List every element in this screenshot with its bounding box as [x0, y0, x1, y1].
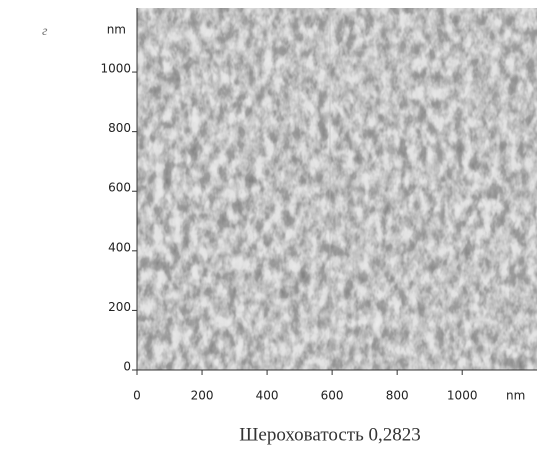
x-tick-label: 0: [133, 389, 141, 403]
x-tick-label: 800: [386, 389, 409, 403]
y-tick-label: 1000: [100, 62, 131, 76]
x-tick-label: 400: [256, 389, 279, 403]
x-unit: nm: [506, 389, 525, 403]
x-tick-label: 200: [191, 389, 214, 403]
y-tick-label: 400: [108, 240, 131, 254]
panel-label: г: [42, 24, 48, 39]
caption: Шероховатость 0,2823: [239, 424, 421, 445]
x-tick-label: 600: [321, 389, 344, 403]
y-tick-label: 800: [108, 121, 131, 135]
y-tick-label: 0: [123, 360, 131, 374]
y-tick-label: 600: [108, 181, 131, 195]
y-tick-label: 200: [108, 300, 131, 314]
afm-image: [137, 8, 537, 370]
x-tick-label: 1000: [447, 389, 478, 403]
y-unit: nm: [107, 23, 126, 37]
